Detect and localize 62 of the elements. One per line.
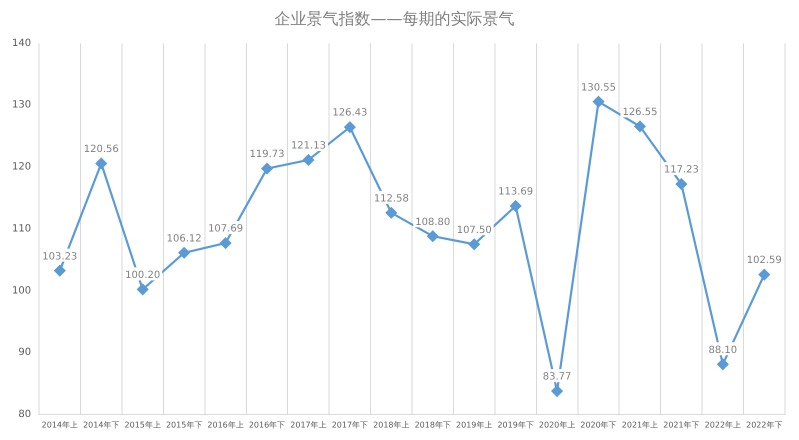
- data-label: 126.43: [332, 108, 368, 119]
- x-tick-label: 2022年上: [704, 420, 742, 430]
- y-tick-label: 140: [12, 38, 32, 49]
- data-label: 113.69: [498, 186, 534, 198]
- x-tick-label: 2016年下: [248, 420, 286, 430]
- data-label: 126.55: [622, 107, 658, 118]
- y-tick-label: 90: [18, 347, 32, 358]
- x-tick-label: 2015年下: [166, 420, 202, 430]
- data-label: 106.12: [166, 233, 202, 244]
- data-label: 107.50: [456, 224, 492, 236]
- x-tick-label: 2021年上: [622, 420, 658, 430]
- data-label: 117.23: [664, 164, 699, 176]
- point: [717, 358, 728, 370]
- y-tick-label: 110: [12, 223, 32, 234]
- x-tick-label: 2014年上: [42, 420, 78, 430]
- point: [676, 178, 687, 190]
- x-tick-label: 2022年下: [746, 420, 782, 430]
- point: [137, 284, 148, 296]
- y-tick-label: 80: [18, 408, 32, 420]
- data-label: 107.69: [208, 224, 244, 235]
- data-label: 102.59: [746, 255, 782, 266]
- x-tick-label: 2017年上: [290, 420, 327, 430]
- data-label: 100.20: [125, 270, 160, 282]
- data-label: 130.55: [581, 82, 616, 94]
- y-tick-label: 130: [12, 100, 32, 111]
- point: [54, 265, 66, 276]
- x-tick-label: 2018年下: [414, 420, 451, 430]
- x-tick-label: 2019年下: [497, 420, 534, 430]
- point: [178, 247, 190, 258]
- data-label: 112.58: [374, 193, 409, 204]
- point: [261, 163, 273, 174]
- data-label: 120.56: [84, 144, 119, 156]
- data-label: 83.77: [542, 372, 572, 383]
- point: [344, 122, 356, 133]
- point: [758, 269, 770, 280]
- point: [302, 154, 314, 166]
- x-tick-label: 2018年上: [373, 420, 410, 430]
- point: [220, 237, 232, 249]
- y-tick-label: 120: [12, 162, 32, 173]
- x-tick-label: 2017年下: [332, 420, 368, 430]
- x-tick-label: 2019年上: [456, 420, 492, 430]
- point: [468, 238, 480, 250]
- point: [386, 207, 397, 218]
- x-tick-label: 2020年下: [580, 420, 617, 430]
- x-tick-label: 2015年上: [124, 420, 161, 430]
- y-tick-label: 100: [12, 285, 32, 296]
- x-tick-label: 2021年下: [663, 420, 700, 430]
- data-label: 108.80: [415, 216, 450, 228]
- point: [551, 385, 563, 397]
- x-tick-label: 2014年下: [83, 420, 120, 430]
- point: [510, 200, 522, 212]
- x-tick-label: 2020年上: [538, 420, 576, 430]
- point: [634, 120, 646, 132]
- data-label: 103.23: [42, 251, 78, 262]
- point: [427, 230, 438, 242]
- x-tick-label: 2016年上: [207, 420, 244, 430]
- data-label: 119.73: [250, 149, 285, 160]
- point: [96, 158, 107, 170]
- point: [592, 96, 604, 108]
- data-label: 88.10: [708, 344, 738, 356]
- data-label: 121.13: [290, 140, 326, 152]
- chart-title: 企业景气指数——每期的实际景气: [274, 8, 514, 28]
